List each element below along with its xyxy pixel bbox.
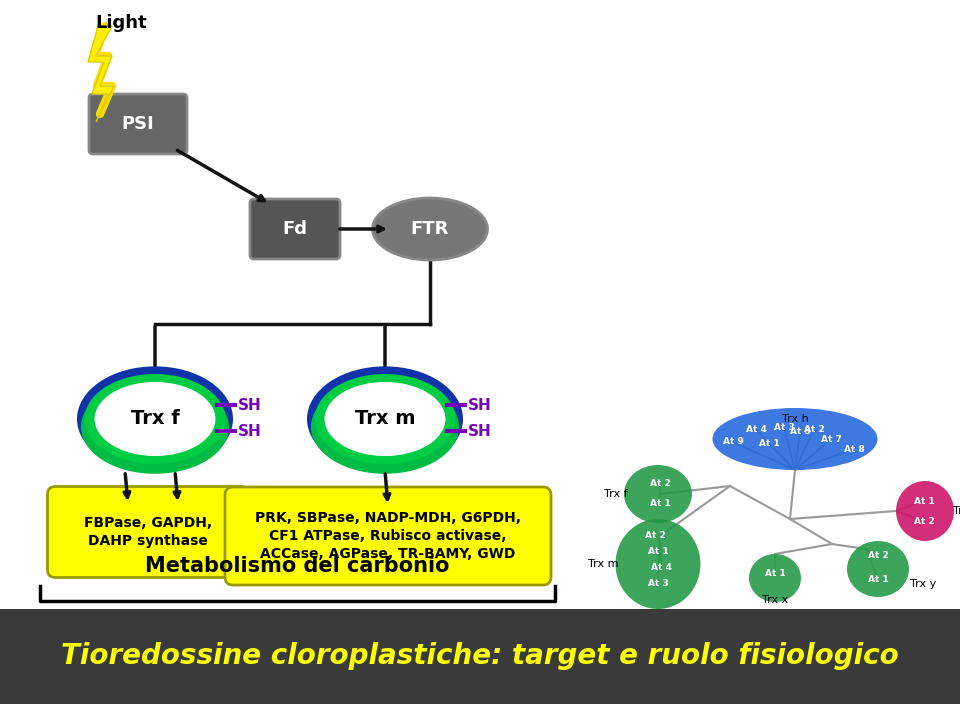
Text: Trx m: Trx m [355,410,416,429]
Text: SH: SH [238,398,262,413]
FancyBboxPatch shape [89,94,187,154]
Ellipse shape [624,465,692,523]
Text: FBPase, GAPDH,
DAHP synthase: FBPase, GAPDH, DAHP synthase [84,516,212,548]
Text: At 7: At 7 [821,434,841,444]
FancyBboxPatch shape [225,487,551,585]
Text: At 9: At 9 [723,437,743,446]
Text: At 2: At 2 [868,551,888,560]
Ellipse shape [307,366,463,472]
Bar [0,609,960,704]
Text: At 2: At 2 [644,532,665,541]
Ellipse shape [86,376,224,462]
Ellipse shape [324,382,445,456]
Text: PSI: PSI [122,115,155,133]
Ellipse shape [77,366,233,472]
Text: At 1: At 1 [914,496,934,505]
Ellipse shape [372,198,488,260]
Ellipse shape [311,380,459,474]
Text: At 3: At 3 [648,579,668,589]
Ellipse shape [317,376,453,462]
Ellipse shape [847,541,909,597]
Text: At 1: At 1 [868,574,888,584]
Text: Trx y: Trx y [910,579,936,589]
Text: At 2: At 2 [804,425,825,434]
Text: Metabolismo del carbonio: Metabolismo del carbonio [145,556,449,576]
Text: Fd: Fd [282,220,307,238]
Text: Trx f: Trx f [131,410,180,429]
Text: SH: SH [468,398,492,413]
Text: At 8: At 8 [844,444,864,453]
Text: At 4: At 4 [746,425,766,434]
Ellipse shape [896,481,954,541]
Text: Trx m: Trx m [588,559,618,569]
Ellipse shape [749,554,801,602]
Text: SH: SH [238,424,262,439]
Ellipse shape [615,519,701,609]
Text: Tioredossine cloroplastiche: target e ruolo fisiologico: Tioredossine cloroplastiche: target e ru… [61,643,899,670]
Text: Trx o: Trx o [953,506,960,516]
Text: PRK, SBPase, NADP-MDH, G6PDH,
CF1 ATPase, Rubisco activase,
ACCase, AGPase, TR-B: PRK, SBPase, NADP-MDH, G6PDH, CF1 ATPase… [255,510,521,561]
Text: At 1: At 1 [764,570,785,579]
Text: At 3: At 3 [774,424,794,432]
Text: At 2: At 2 [914,517,934,525]
Text: At 1: At 1 [758,439,780,448]
Polygon shape [88,26,114,122]
Text: At 5: At 5 [790,427,810,436]
FancyBboxPatch shape [47,486,249,577]
Ellipse shape [81,380,229,474]
Text: At 1: At 1 [648,548,668,556]
Text: SH: SH [468,424,492,439]
Text: FTR: FTR [411,220,449,238]
Ellipse shape [94,382,215,456]
Text: At 2: At 2 [650,479,670,489]
Text: Trx h: Trx h [781,414,808,424]
Ellipse shape [712,408,877,470]
FancyBboxPatch shape [250,199,340,259]
Text: At 1: At 1 [650,500,670,508]
Text: At 4: At 4 [651,563,671,572]
Text: Light: Light [95,14,147,32]
Text: Trx f: Trx f [605,489,628,499]
Text: Trx x: Trx x [762,595,788,605]
